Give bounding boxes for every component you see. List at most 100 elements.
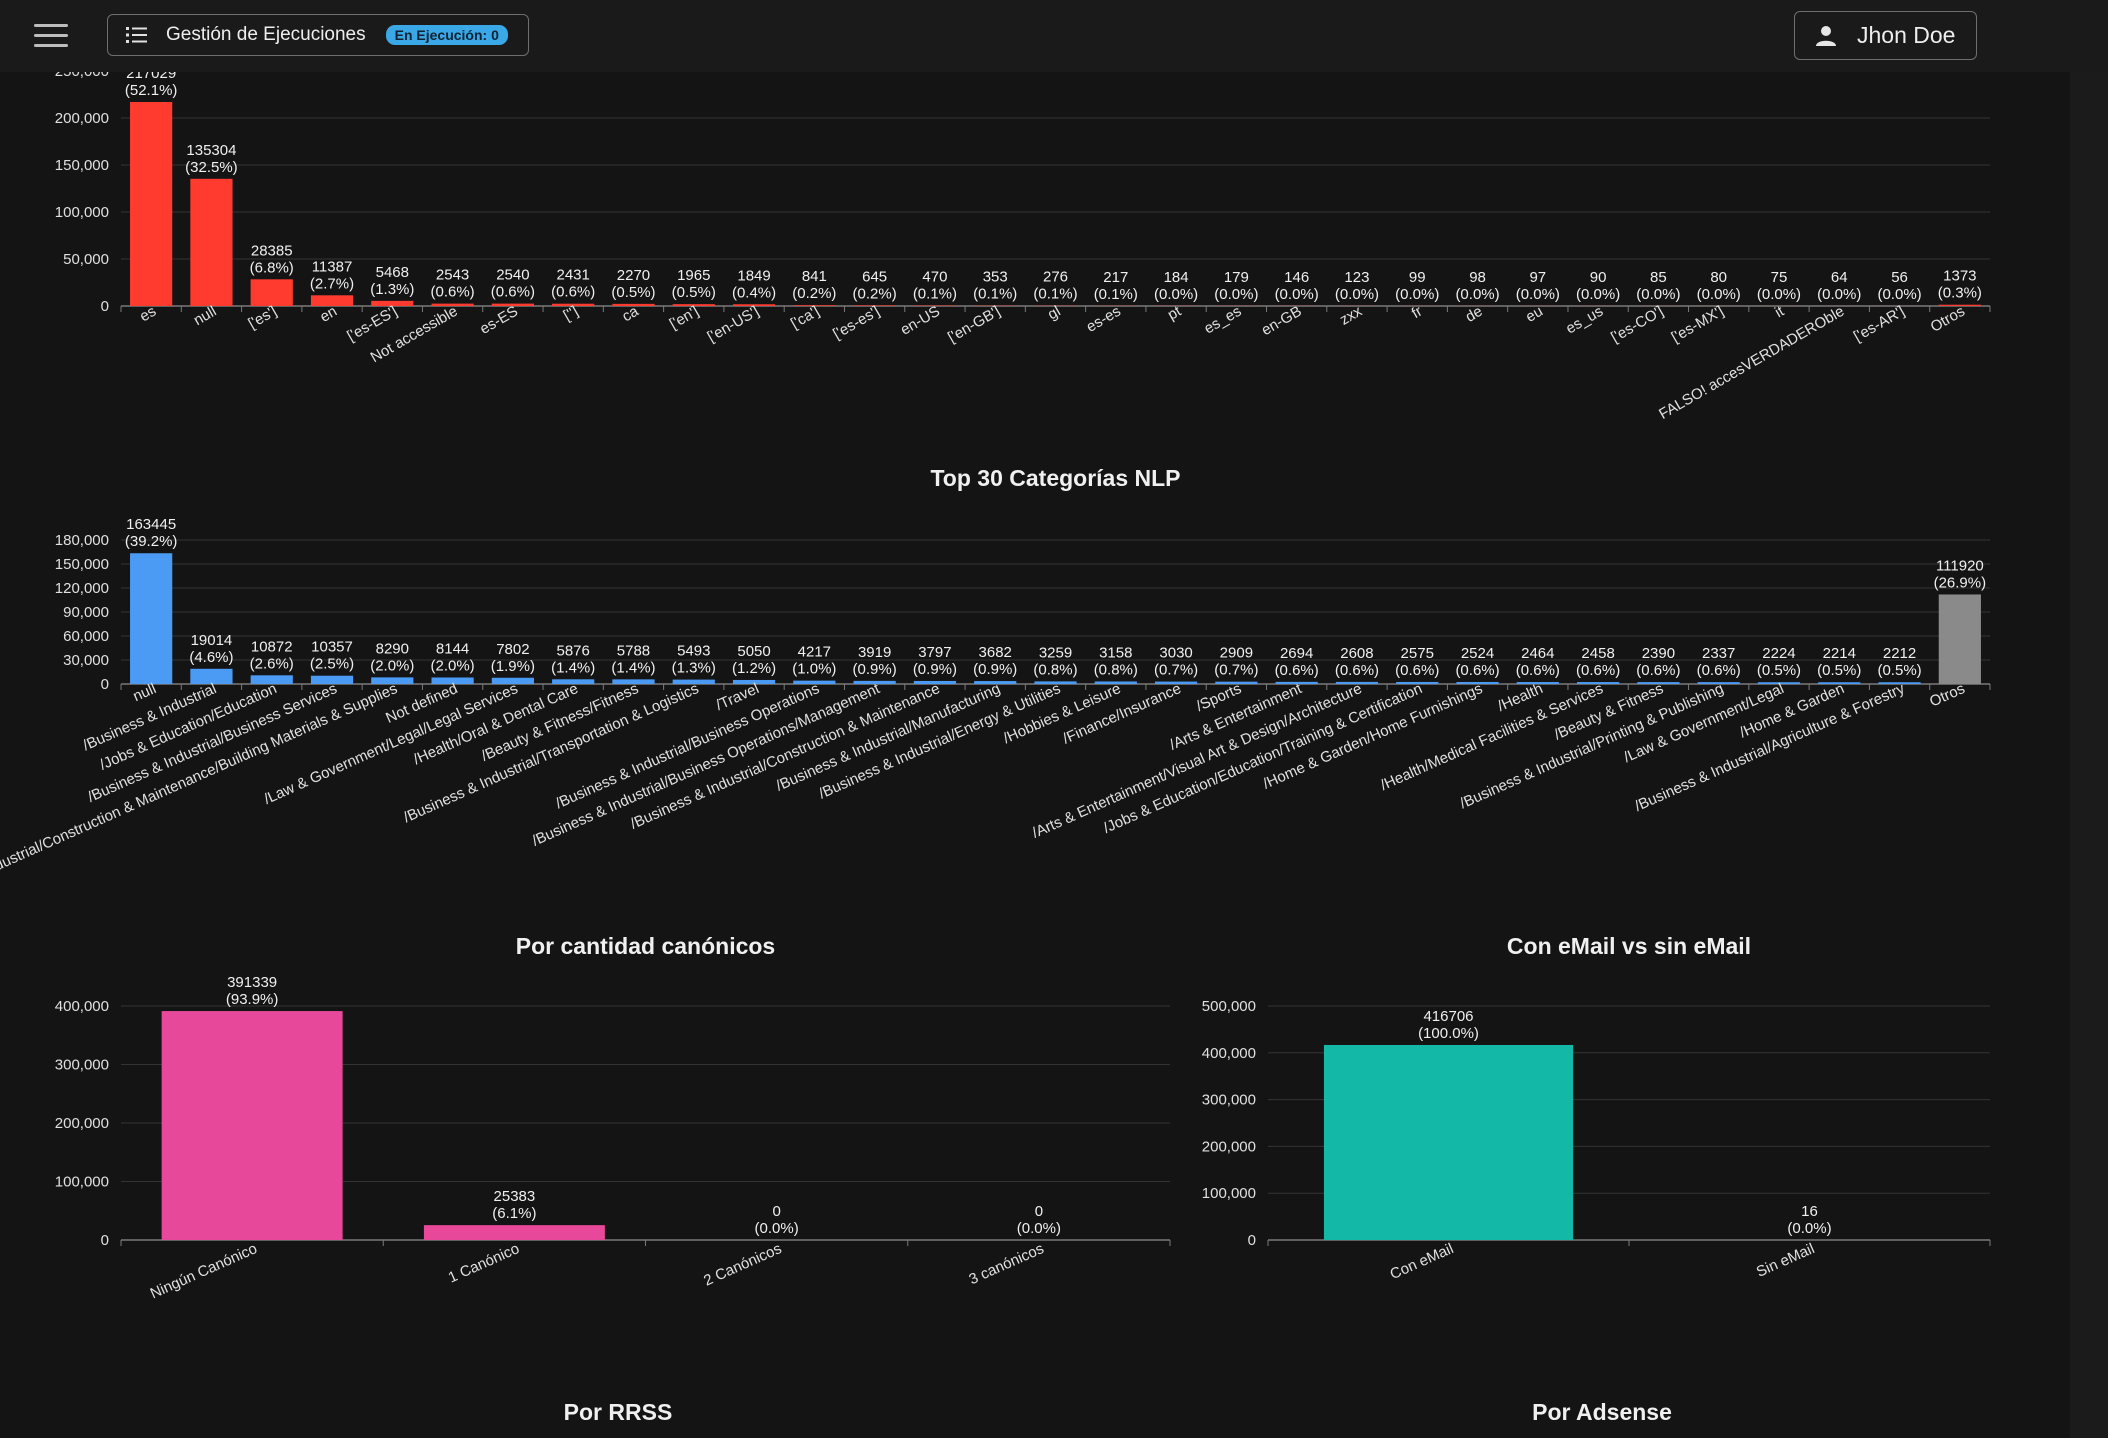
- data-label-value: 179: [1224, 269, 1249, 286]
- x-tick-label: ['es']: [245, 303, 279, 333]
- data-label-percent: (0.6%): [551, 284, 595, 301]
- bar[interactable]: [672, 304, 715, 306]
- bar[interactable]: [431, 677, 474, 684]
- bar[interactable]: [1938, 594, 1981, 684]
- bar[interactable]: [491, 303, 534, 306]
- x-tick-label: Otros: [1928, 303, 1968, 336]
- bar[interactable]: [1757, 682, 1801, 684]
- y-tick-label: 100,000: [55, 1174, 109, 1191]
- bar[interactable]: [853, 305, 896, 306]
- data-label-percent: (0.0%): [1335, 286, 1379, 303]
- x-tick-label: es-es: [1084, 303, 1124, 336]
- bar[interactable]: [1697, 682, 1740, 684]
- bar[interactable]: [1396, 681, 1439, 684]
- data-label-percent: (0.0%): [1395, 286, 1439, 303]
- data-label-percent: (0.6%): [1697, 662, 1741, 679]
- y-tick-label: 0: [1248, 1232, 1256, 1249]
- data-label-value: 64: [1831, 269, 1848, 286]
- data-label-value: 1373: [1943, 268, 1976, 285]
- bar[interactable]: [190, 668, 233, 684]
- data-label-percent: (0.0%): [1154, 286, 1198, 303]
- data-label-value: 2431: [556, 267, 589, 284]
- data-label-value: 2270: [617, 267, 650, 284]
- data-label-percent: (0.1%): [1033, 286, 1077, 303]
- bar[interactable]: [1275, 681, 1318, 684]
- data-label-percent: (0.8%): [1094, 661, 1138, 678]
- bar[interactable]: [1154, 681, 1198, 684]
- bar[interactable]: [1938, 304, 1981, 306]
- data-label-value: 4217: [798, 644, 831, 661]
- bar[interactable]: [1034, 681, 1077, 684]
- bar[interactable]: [793, 305, 836, 306]
- bar[interactable]: [371, 677, 414, 684]
- bar[interactable]: [371, 300, 414, 306]
- bar[interactable]: [1215, 681, 1258, 684]
- bar[interactable]: [793, 680, 836, 684]
- data-label-percent: (0.6%): [1455, 662, 1499, 679]
- data-label-value: 645: [862, 268, 887, 285]
- data-label-percent: (0.7%): [1154, 662, 1198, 679]
- bar[interactable]: [1094, 681, 1137, 684]
- y-tick-label: 500,000: [1202, 998, 1256, 1015]
- bar[interactable]: [672, 679, 715, 684]
- x-tick-label: es_us: [1563, 303, 1606, 338]
- bar[interactable]: [130, 101, 173, 306]
- bar[interactable]: [1323, 1044, 1574, 1240]
- x-tick-label: en: [317, 303, 340, 326]
- data-label-value: 2543: [436, 267, 469, 284]
- data-label-value: 2608: [1340, 645, 1373, 662]
- data-label-percent: (1.4%): [611, 659, 655, 676]
- data-label-percent: (26.9%): [1934, 574, 1987, 591]
- data-label-percent: (0.6%): [1636, 662, 1680, 679]
- bar[interactable]: [913, 680, 957, 684]
- bar[interactable]: [1818, 682, 1861, 684]
- bar[interactable]: [310, 675, 354, 684]
- bar[interactable]: [130, 553, 173, 684]
- data-label-percent: (6.8%): [250, 259, 294, 276]
- data-label-percent: (0.5%): [1877, 662, 1921, 679]
- bar[interactable]: [1577, 682, 1620, 684]
- bar[interactable]: [853, 680, 896, 684]
- bar[interactable]: [310, 295, 354, 306]
- bar[interactable]: [1637, 682, 1680, 684]
- bar[interactable]: [1335, 681, 1379, 684]
- y-tick-label: 100,000: [1202, 1185, 1256, 1202]
- data-label-value: 217029: [126, 65, 176, 82]
- hamburger-menu-button[interactable]: [34, 24, 68, 48]
- bar[interactable]: [612, 679, 655, 684]
- section-title-adsense: Por Adsense: [1532, 1399, 1672, 1425]
- bar[interactable]: [161, 1011, 343, 1240]
- data-label-value: 3919: [858, 644, 891, 661]
- bar[interactable]: [732, 679, 776, 684]
- data-label-percent: (0.5%): [1757, 662, 1801, 679]
- x-tick-label: Ningún Canónico: [148, 1240, 260, 1302]
- user-menu-button[interactable]: Jhon Doe: [1794, 11, 1977, 60]
- bar[interactable]: [1516, 682, 1559, 684]
- bar[interactable]: [974, 681, 1017, 684]
- bar[interactable]: [250, 675, 293, 684]
- bar[interactable]: [552, 303, 595, 306]
- data-label-percent: (0.0%): [1636, 286, 1680, 303]
- data-label-value: 56: [1891, 269, 1908, 286]
- bar[interactable]: [491, 677, 534, 684]
- bar[interactable]: [1456, 681, 1499, 684]
- x-tick-label: Con eMail: [1388, 1240, 1457, 1283]
- data-label-percent: (0.0%): [1787, 1220, 1831, 1237]
- bar[interactable]: [552, 679, 595, 684]
- bar[interactable]: [612, 303, 655, 306]
- data-label-percent: (0.0%): [755, 1220, 799, 1237]
- data-label-value: 99: [1409, 269, 1426, 286]
- data-label-value: 75: [1771, 269, 1788, 286]
- bar[interactable]: [1878, 682, 1921, 684]
- data-label-value: 391339: [227, 974, 277, 991]
- bar[interactable]: [423, 1225, 605, 1240]
- executions-button[interactable]: Gestión de Ejecuciones En Ejecución: 0: [107, 14, 529, 56]
- bar[interactable]: [250, 279, 293, 306]
- bar[interactable]: [190, 178, 233, 306]
- data-label-percent: (0.5%): [611, 284, 655, 301]
- data-label-value: 2458: [1581, 645, 1614, 662]
- bar[interactable]: [431, 303, 474, 306]
- bar[interactable]: [732, 304, 776, 306]
- y-tick-label: 120,000: [55, 580, 109, 597]
- scrollbar-track[interactable]: [2070, 72, 2108, 1438]
